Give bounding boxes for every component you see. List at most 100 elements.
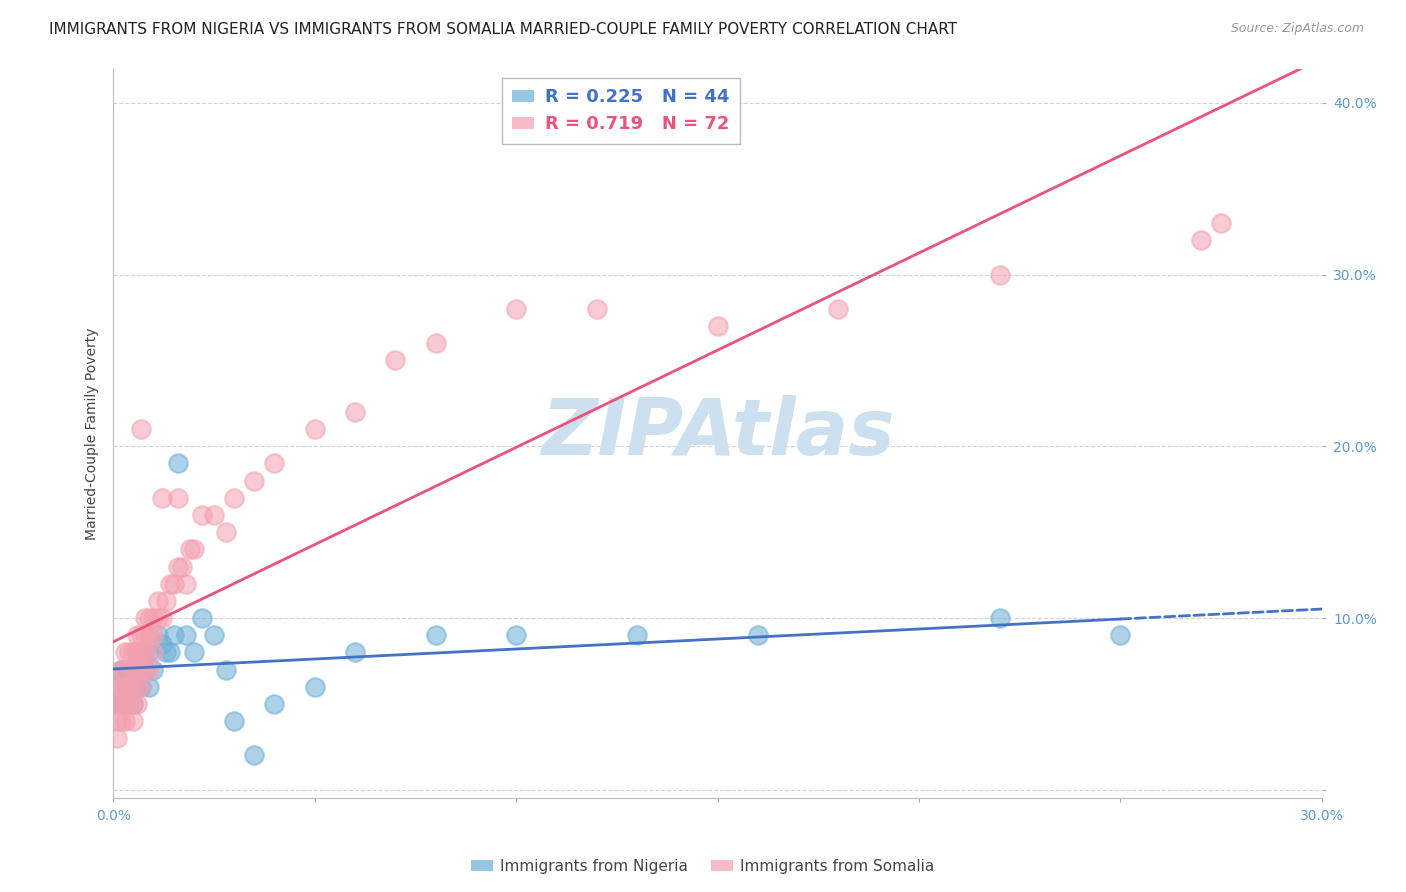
Point xyxy=(127,663,149,677)
Point xyxy=(114,663,136,677)
Point xyxy=(146,594,169,608)
Point xyxy=(159,645,181,659)
Point xyxy=(138,645,160,659)
Point xyxy=(138,663,160,677)
Point xyxy=(425,336,447,351)
Point xyxy=(166,559,188,574)
Point xyxy=(222,491,245,505)
Point xyxy=(105,714,128,728)
Point xyxy=(122,714,145,728)
Point xyxy=(1109,628,1132,642)
Point xyxy=(585,301,607,316)
Point xyxy=(243,474,266,488)
Point xyxy=(134,645,156,659)
Y-axis label: Married-Couple Family Poverty: Married-Couple Family Poverty xyxy=(86,327,100,540)
Point xyxy=(122,663,145,677)
Point xyxy=(142,645,165,659)
Point xyxy=(118,645,141,659)
Point xyxy=(138,611,160,625)
Point xyxy=(215,663,238,677)
Point xyxy=(134,663,156,677)
Point xyxy=(127,680,149,694)
Point xyxy=(122,663,145,677)
Point xyxy=(131,663,153,677)
Point xyxy=(134,628,156,642)
Point xyxy=(127,680,149,694)
Point xyxy=(122,645,145,659)
Point xyxy=(114,645,136,659)
Point xyxy=(988,268,1011,282)
Point xyxy=(166,457,188,471)
Point xyxy=(170,559,193,574)
Point xyxy=(131,422,153,436)
Point xyxy=(146,628,169,642)
Point xyxy=(138,680,160,694)
Point xyxy=(142,663,165,677)
Point xyxy=(191,508,214,522)
Point xyxy=(118,663,141,677)
Point xyxy=(110,663,132,677)
Legend: R = 0.225   N = 44, R = 0.719   N = 72: R = 0.225 N = 44, R = 0.719 N = 72 xyxy=(502,78,740,145)
Point xyxy=(142,628,165,642)
Point xyxy=(155,645,177,659)
Point xyxy=(110,680,132,694)
Point xyxy=(183,542,205,557)
Point xyxy=(202,508,225,522)
Point xyxy=(118,663,141,677)
Point xyxy=(122,680,145,694)
Point xyxy=(191,611,214,625)
Point xyxy=(118,680,141,694)
Point xyxy=(202,628,225,642)
Point xyxy=(142,611,165,625)
Point xyxy=(425,628,447,642)
Point xyxy=(127,663,149,677)
Point xyxy=(114,714,136,728)
Text: IMMIGRANTS FROM NIGERIA VS IMMIGRANTS FROM SOMALIA MARRIED-COUPLE FAMILY POVERTY: IMMIGRANTS FROM NIGERIA VS IMMIGRANTS FR… xyxy=(49,22,957,37)
Point xyxy=(304,680,326,694)
Point xyxy=(343,405,366,419)
Point xyxy=(118,697,141,711)
Point xyxy=(127,645,149,659)
Point xyxy=(105,697,128,711)
Point xyxy=(131,628,153,642)
Point xyxy=(114,697,136,711)
Point xyxy=(127,628,149,642)
Point xyxy=(134,645,156,659)
Point xyxy=(134,611,156,625)
Point xyxy=(827,301,849,316)
Point xyxy=(118,680,141,694)
Point xyxy=(222,714,245,728)
Point xyxy=(215,525,238,540)
Point xyxy=(105,680,128,694)
Point xyxy=(105,680,128,694)
Point xyxy=(505,301,527,316)
Point xyxy=(159,576,181,591)
Point xyxy=(114,663,136,677)
Point xyxy=(304,422,326,436)
Point xyxy=(150,491,173,505)
Point xyxy=(1189,233,1212,247)
Text: Source: ZipAtlas.com: Source: ZipAtlas.com xyxy=(1230,22,1364,36)
Point xyxy=(127,645,149,659)
Point xyxy=(110,714,132,728)
Point xyxy=(1211,216,1233,230)
Point xyxy=(263,697,285,711)
Point xyxy=(243,748,266,763)
Point xyxy=(110,697,132,711)
Point xyxy=(138,628,160,642)
Point xyxy=(384,353,406,368)
Point xyxy=(110,663,132,677)
Point xyxy=(114,680,136,694)
Point xyxy=(114,697,136,711)
Point xyxy=(174,576,197,591)
Point xyxy=(162,576,184,591)
Point xyxy=(131,645,153,659)
Point xyxy=(747,628,769,642)
Point xyxy=(131,680,153,694)
Point xyxy=(263,457,285,471)
Point xyxy=(162,628,184,642)
Point xyxy=(155,594,177,608)
Point xyxy=(166,491,188,505)
Point xyxy=(626,628,648,642)
Point xyxy=(122,697,145,711)
